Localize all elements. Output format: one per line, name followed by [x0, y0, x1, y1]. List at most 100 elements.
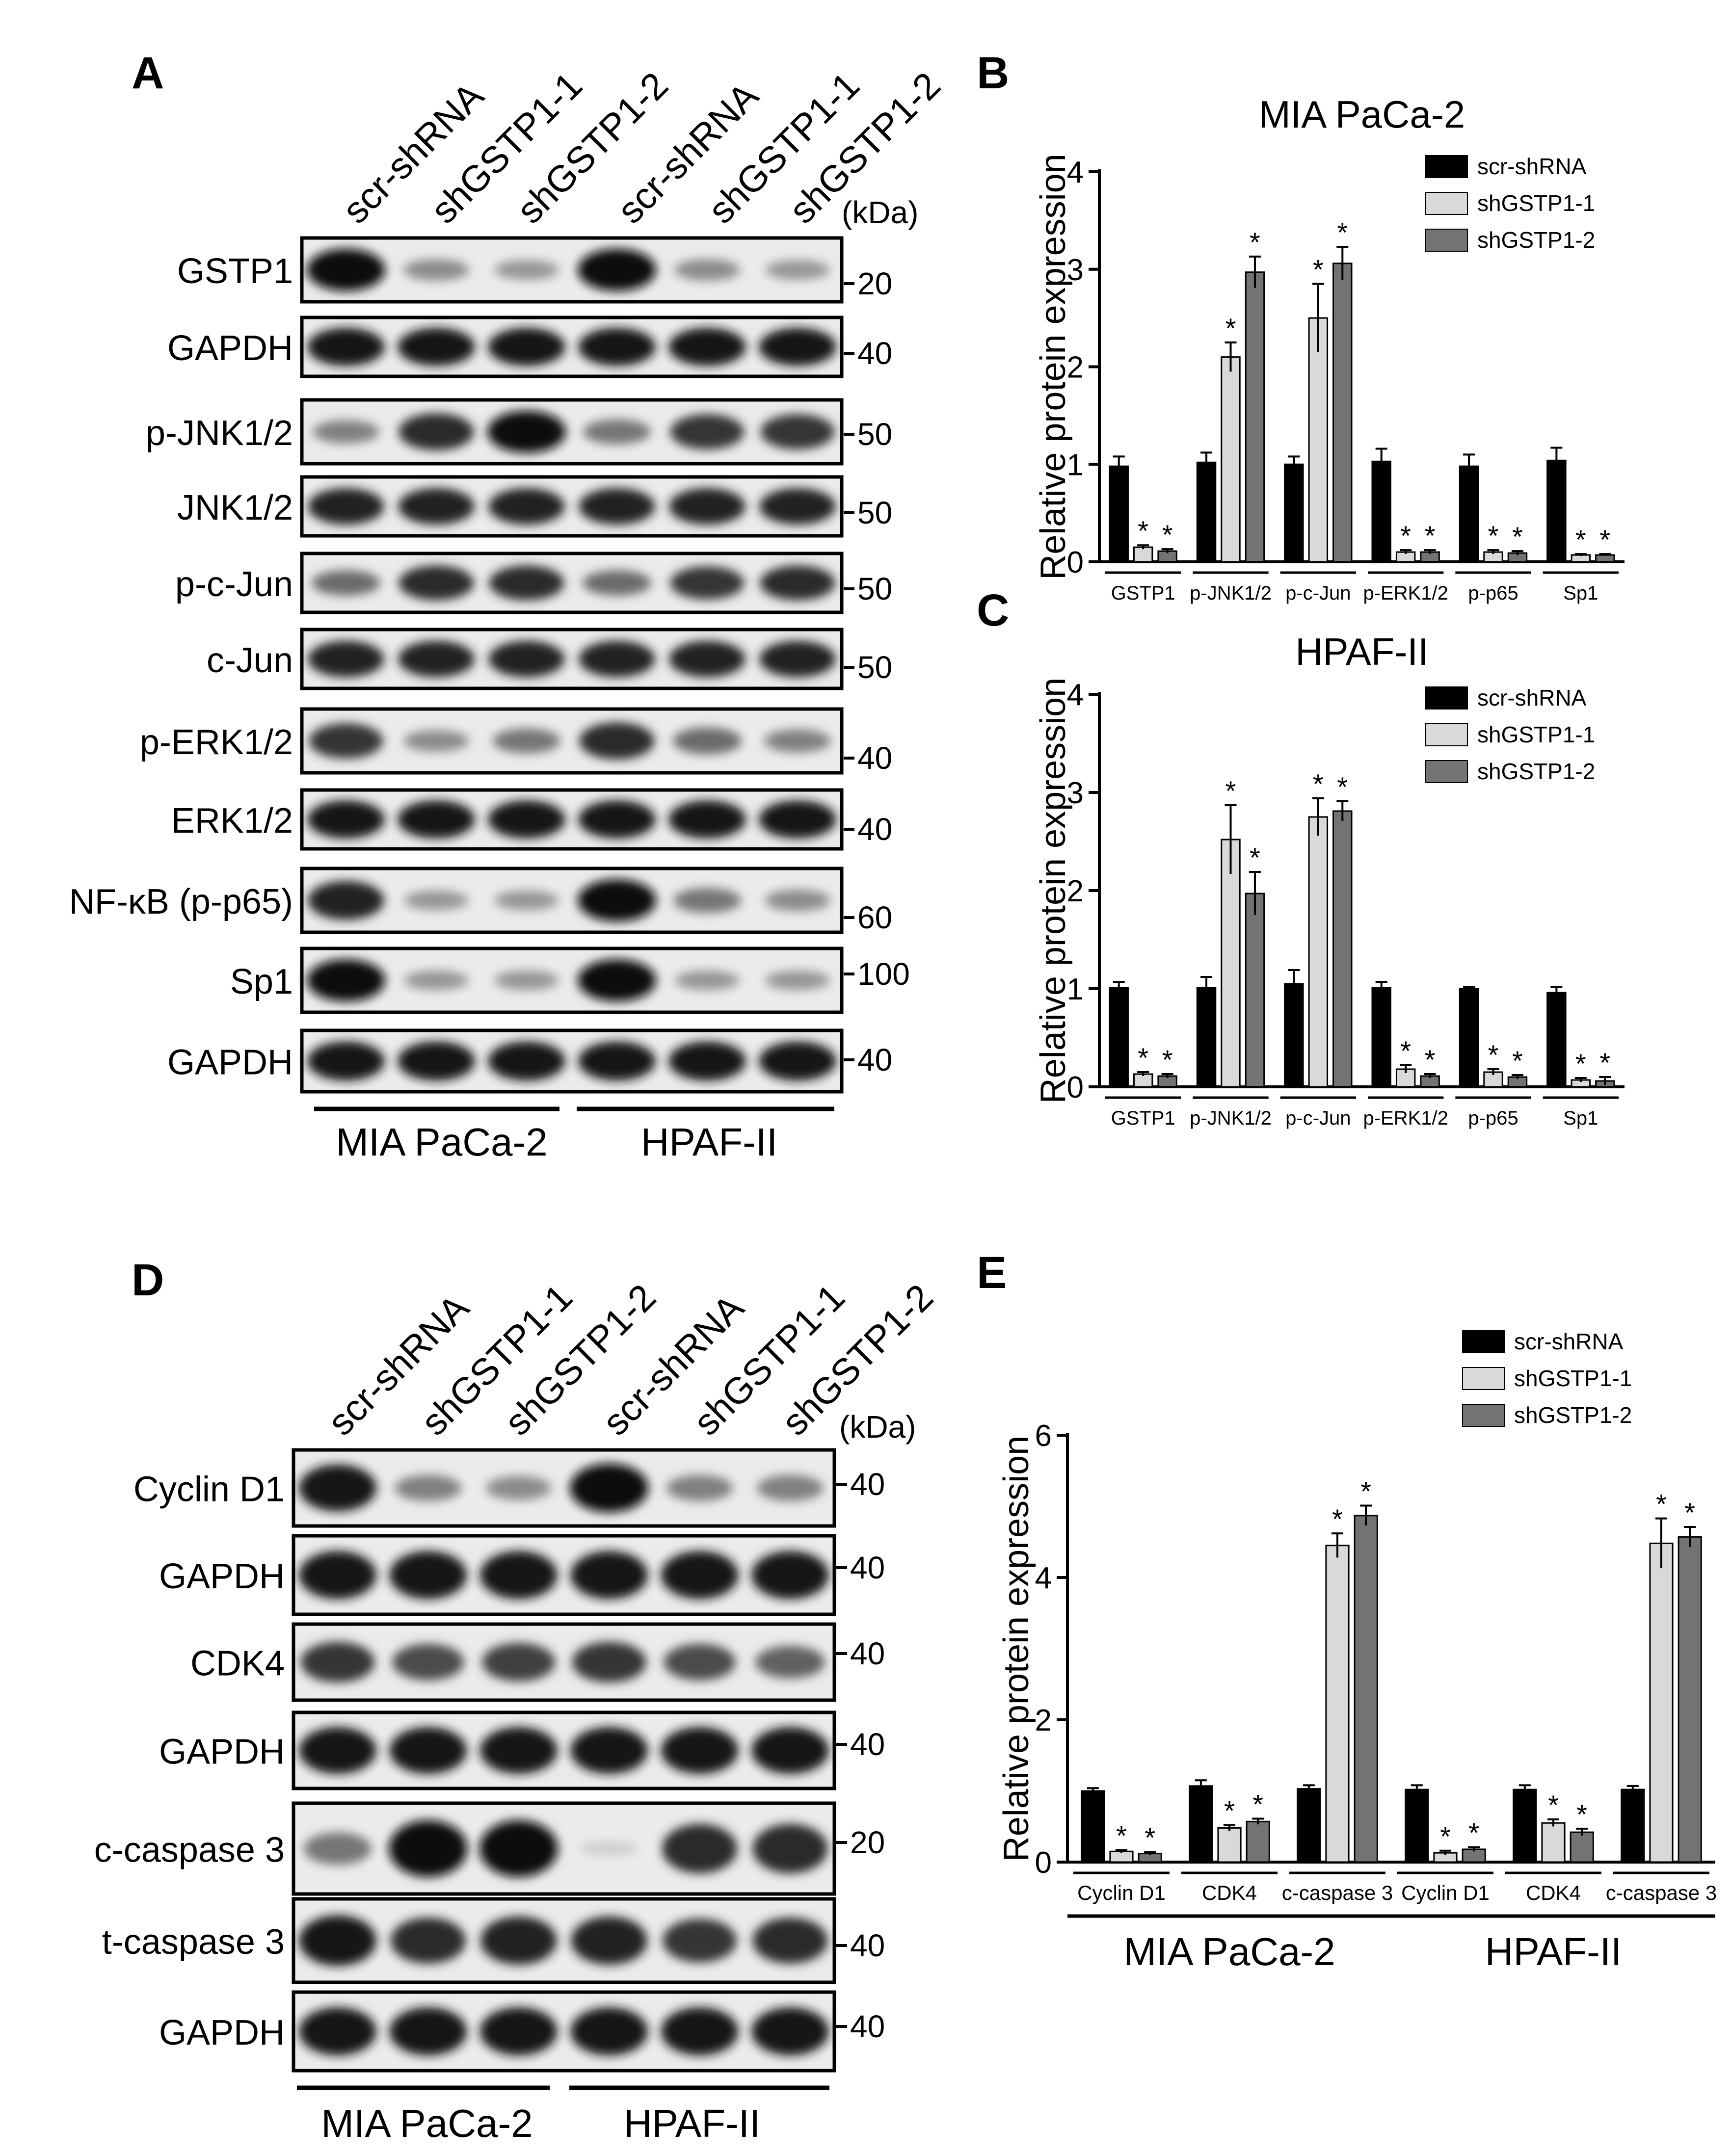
category-label: CDK4: [1526, 1881, 1581, 1904]
protein-band: [670, 566, 745, 600]
bar: [1284, 463, 1304, 563]
bar: [1109, 1850, 1134, 1863]
significance-marker: *: [1468, 1817, 1479, 1848]
bar: [1308, 816, 1329, 1088]
significance-marker: *: [1576, 1799, 1587, 1830]
legend-swatch: [1462, 1330, 1505, 1353]
significance-marker: *: [1252, 1789, 1263, 1820]
bar: [1196, 461, 1217, 563]
blot-frame: [292, 1990, 836, 2073]
blot-frame: [292, 1448, 836, 1528]
protein-band: [488, 640, 565, 678]
bar: [1133, 1073, 1153, 1088]
category-label: p-c-Jun: [1285, 1107, 1351, 1129]
protein-band: [480, 1916, 557, 1965]
bar: [1189, 1785, 1213, 1863]
protein-band: [389, 1727, 467, 1774]
blot-strip: GAPDH 40: [159, 1534, 885, 1616]
protein-band: [404, 890, 469, 911]
protein-band: [488, 1041, 565, 1081]
protein-band: [751, 2007, 829, 2056]
protein-band: [300, 1642, 375, 1683]
blot-frame: [292, 1897, 836, 1984]
blot-frame: [300, 552, 844, 614]
protein-band: [578, 248, 656, 291]
bar: [1245, 893, 1265, 1088]
significance-marker: *: [1337, 771, 1348, 802]
legend-swatch: [1425, 155, 1468, 178]
bar: [1649, 1542, 1674, 1863]
protein-band: [578, 879, 656, 922]
protein-label: GAPDH: [167, 329, 293, 368]
bar: [1371, 460, 1391, 563]
protein-band: [494, 890, 559, 911]
blot-strip: JNK1/2 50: [177, 475, 892, 538]
blot-strip: GAPDH 40: [167, 316, 892, 378]
legend-swatch: [1425, 723, 1468, 746]
significance-marker: *: [1400, 520, 1411, 551]
y-tick-label: 2: [1067, 351, 1084, 385]
protein-band: [307, 328, 385, 366]
blot-strip: GAPDH 40: [159, 1710, 885, 1790]
protein-band: [308, 881, 384, 920]
blot-frame: [300, 475, 844, 538]
kda-marker: 60: [857, 900, 892, 935]
bar: [1217, 1827, 1242, 1863]
bar: [1133, 546, 1153, 563]
category-label: p-JNK1/2: [1190, 582, 1272, 604]
significance-marker: *: [1512, 521, 1523, 552]
category-label: p-JNK1/2: [1190, 1107, 1272, 1129]
protein-band: [764, 729, 831, 753]
legend-label: shGSTP1-1: [1514, 1366, 1632, 1391]
protein-band: [486, 1475, 552, 1500]
protein-label: GAPDH: [159, 2013, 285, 2052]
y-tick-label: 6: [1035, 1419, 1052, 1453]
protein-band: [304, 1832, 372, 1865]
y-tick-label: 3: [1067, 776, 1084, 810]
bar: [1571, 554, 1591, 563]
significance-marker: *: [1656, 1489, 1667, 1520]
protein-band: [669, 640, 746, 678]
blot-frame: [292, 1710, 836, 1790]
bar: [1246, 1820, 1270, 1863]
protein-band: [307, 959, 385, 1002]
blot-strip: c-caspase 3 20: [94, 1801, 885, 1896]
significance-marker: *: [1313, 254, 1324, 285]
protein-band: [390, 1917, 466, 1964]
blot-frame: [292, 1622, 836, 1702]
significance-marker: *: [1599, 1047, 1610, 1078]
significance-marker: *: [1512, 1045, 1523, 1076]
protein-label: GAPDH: [159, 1557, 285, 1596]
protein-band: [673, 888, 741, 913]
protein-band: [579, 640, 655, 678]
legend-swatch: [1425, 192, 1468, 215]
blot-frame: [300, 628, 844, 690]
protein-band: [759, 1041, 836, 1081]
bar: [1459, 465, 1479, 563]
y-tick-label: 4: [1035, 1561, 1052, 1595]
blot-strip: Sp1 100: [230, 947, 910, 1014]
protein-band: [664, 1644, 736, 1681]
protein-band: [494, 260, 559, 280]
protein-band: [308, 488, 384, 525]
cell-line-label: HPAF-II: [624, 2102, 761, 2145]
protein-band: [399, 565, 474, 601]
bar: [1459, 988, 1479, 1088]
protein-band: [479, 2007, 558, 2056]
blot-frame: [300, 867, 844, 934]
kda-marker: 40: [850, 1636, 885, 1671]
protein-band: [487, 410, 566, 453]
protein-band: [570, 2007, 648, 2056]
protein-band: [759, 800, 836, 839]
blot-strip: Cyclin D1 40: [133, 1448, 885, 1528]
protein-label: c-Jun: [207, 641, 293, 680]
protein-band: [479, 1551, 558, 1600]
panel-letter: A: [132, 48, 164, 98]
legend-swatch: [1425, 686, 1468, 710]
significance-marker: *: [1162, 1044, 1173, 1075]
protein-band: [668, 800, 746, 839]
kda-marker: 40: [850, 1550, 885, 1585]
protein-band: [663, 1919, 737, 1963]
